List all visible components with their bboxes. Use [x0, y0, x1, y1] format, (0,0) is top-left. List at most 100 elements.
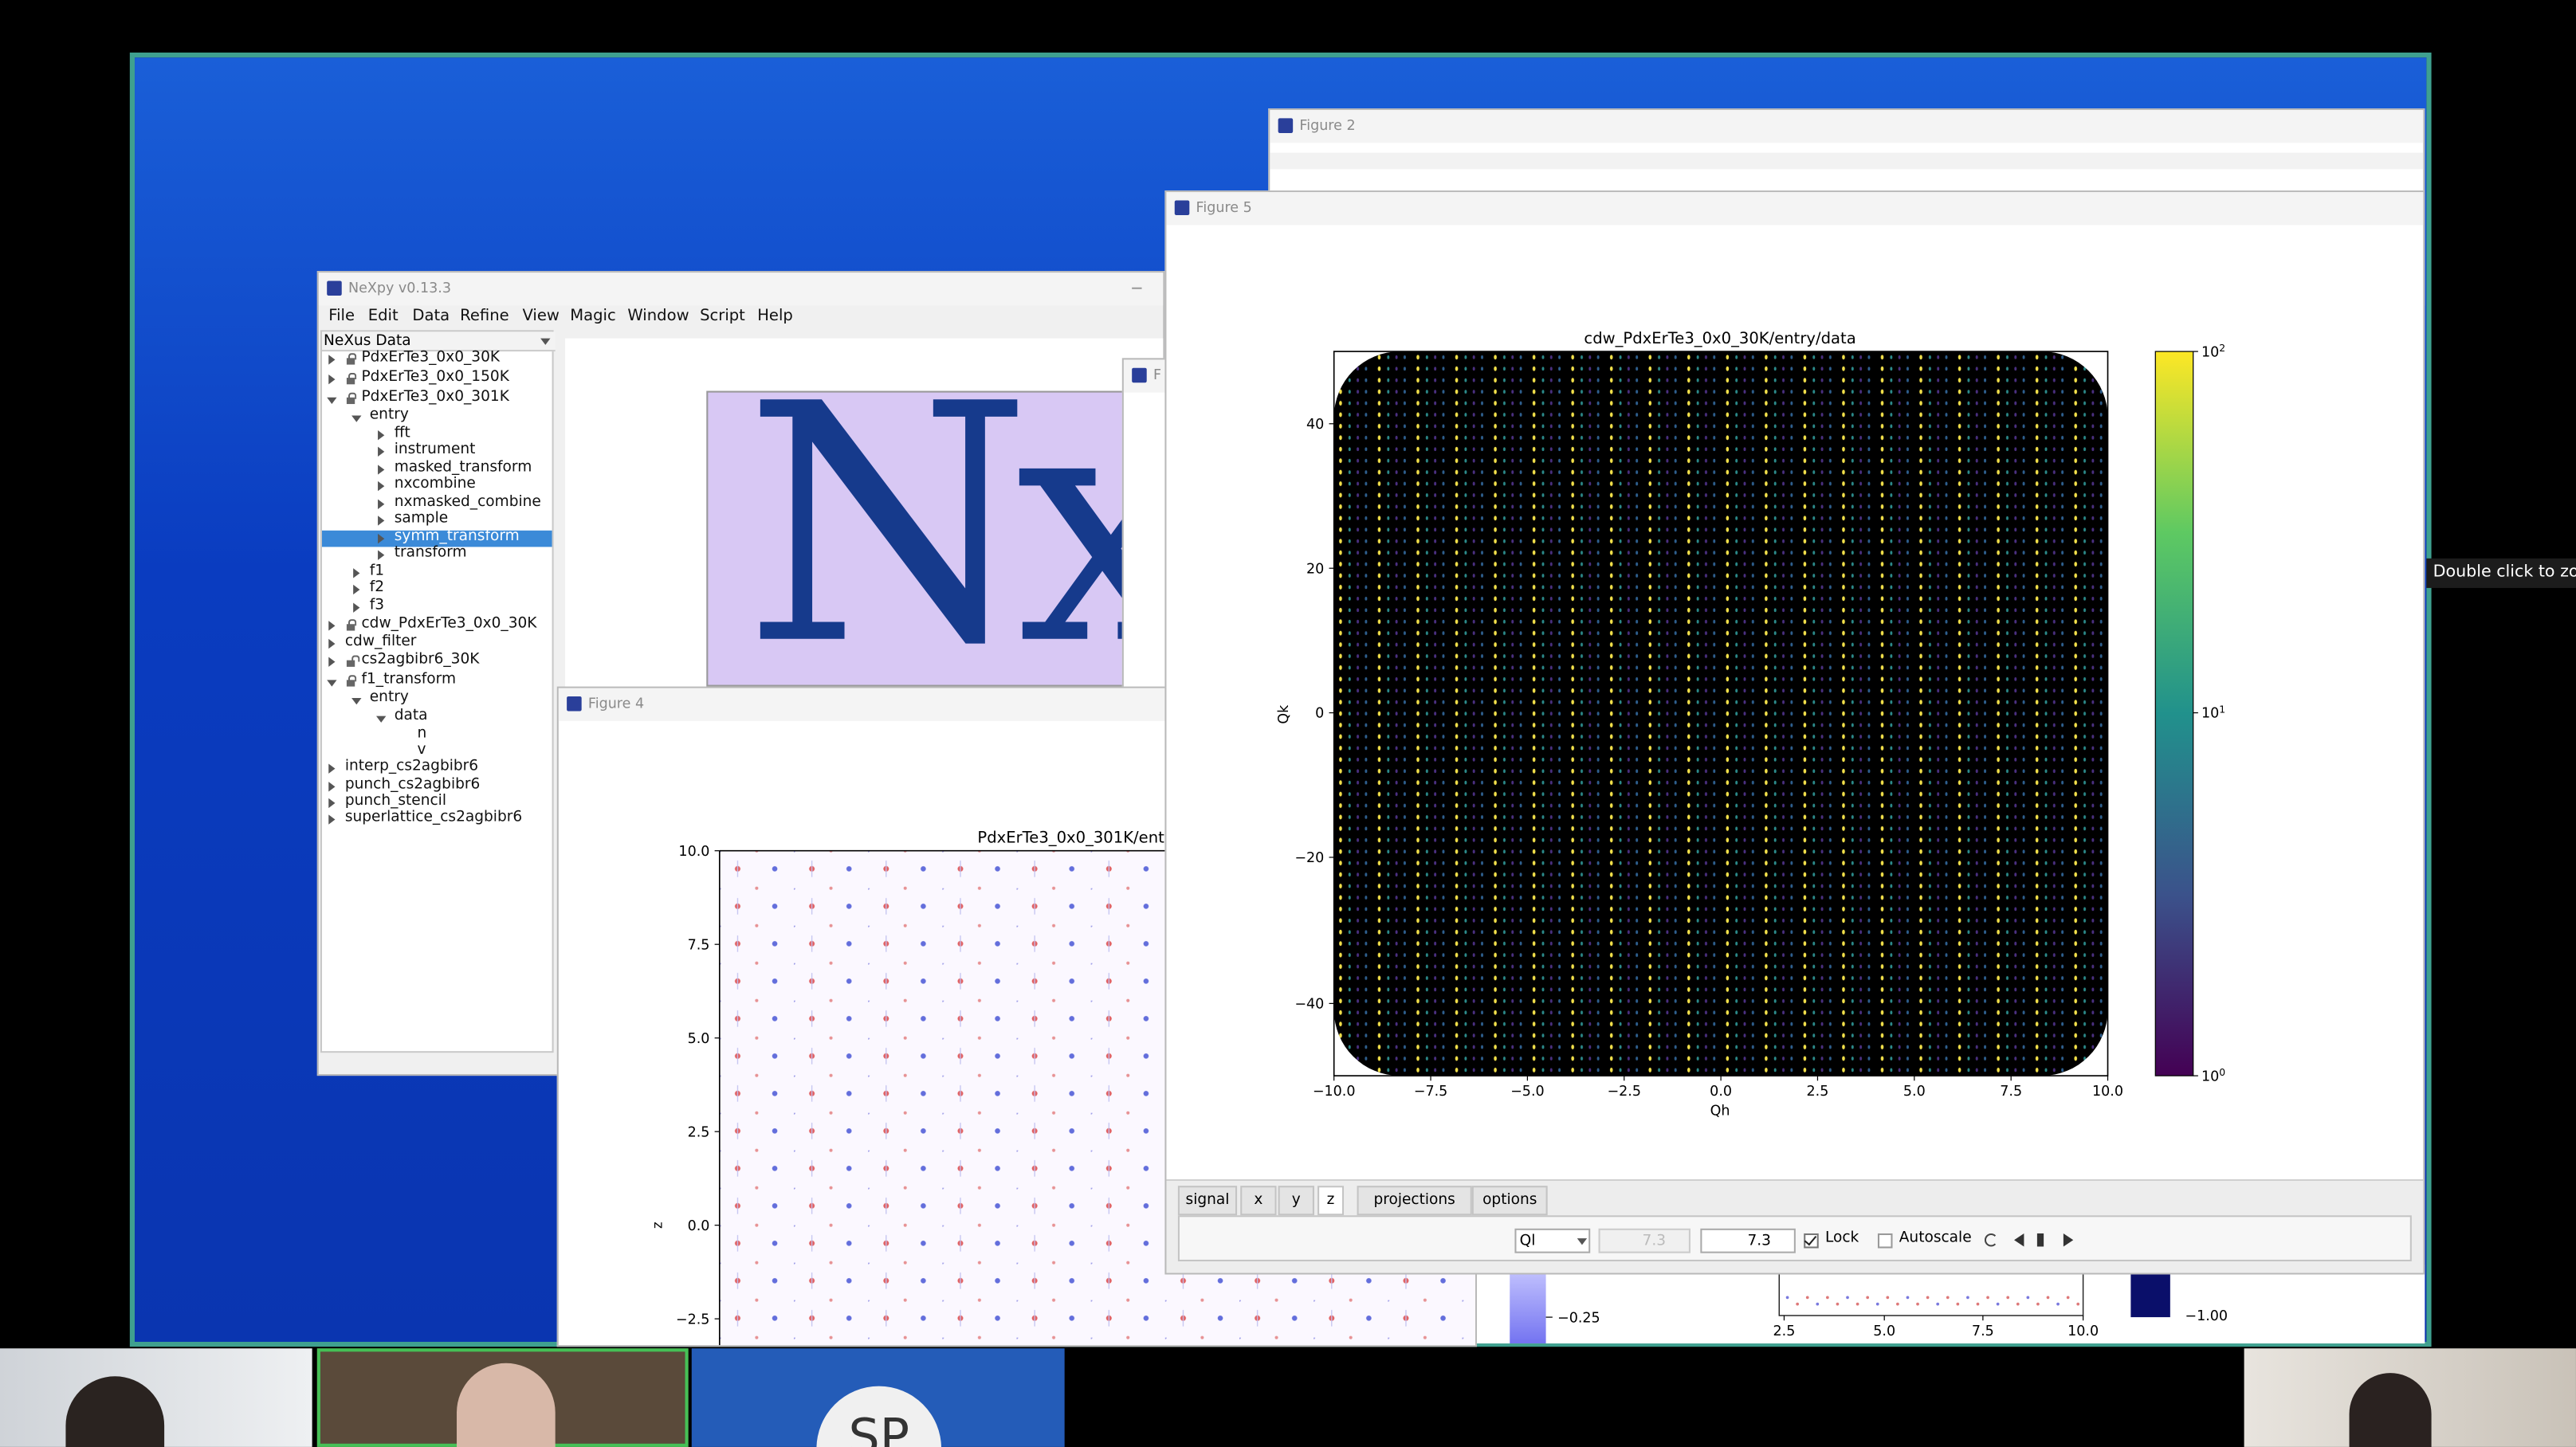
expand-arrow[interactable]	[378, 480, 385, 492]
tree-item[interactable]: entry	[369, 407, 409, 424]
tree-item[interactable]: PdxErTe3_0x0_301K	[361, 389, 509, 406]
menu-item[interactable]: Edit	[367, 307, 399, 326]
autoscale-checkbox[interactable]	[1877, 1233, 1893, 1249]
lock-checkbox[interactable]	[1804, 1233, 1819, 1249]
tree-item[interactable]: entry	[369, 689, 409, 707]
tab[interactable]: projections	[1357, 1186, 1472, 1216]
expand-arrow[interactable]	[378, 465, 385, 475]
lock-shackle	[348, 392, 357, 399]
tree-item[interactable]: cs2agbibr6_30K	[361, 652, 480, 669]
tree-item[interactable]: nxmasked_combine	[394, 494, 541, 512]
expand-arrow[interactable]	[378, 516, 385, 526]
expand-arrow[interactable]	[378, 446, 385, 457]
back-button[interactable]	[2014, 1233, 2024, 1247]
lock-shackle	[348, 372, 357, 380]
spot	[1886, 1296, 1890, 1300]
expand-arrow[interactable]	[378, 550, 385, 560]
expand-arrow[interactable]	[328, 374, 336, 385]
menu-item[interactable]: Refine	[460, 307, 509, 326]
tree-item[interactable]: punch_stencil	[344, 793, 447, 810]
expand-arrow[interactable]	[328, 355, 336, 365]
y-tick-label: 7.5	[688, 937, 710, 953]
spot	[2036, 1302, 2040, 1306]
spot	[1866, 1296, 1870, 1300]
spot	[1906, 1296, 1910, 1300]
logo-text: Nx	[744, 390, 1132, 687]
tree-header[interactable]: NeXus Data	[321, 331, 556, 352]
menu-item[interactable]: Window	[627, 307, 689, 326]
tab[interactable]: y	[1278, 1186, 1314, 1216]
tree-item[interactable]: f1_transform	[361, 672, 457, 688]
menu-item[interactable]: Help	[757, 307, 793, 326]
expand-arrow[interactable]	[328, 763, 336, 774]
window-title: Figure 4	[587, 696, 645, 713]
tree-item[interactable]: fft	[394, 425, 410, 442]
exponent: 1	[2219, 704, 2225, 716]
expand-arrow[interactable]	[328, 657, 336, 667]
tree-item[interactable]: n	[417, 726, 427, 743]
menu-item[interactable]: View	[522, 307, 560, 326]
tab[interactable]: signal	[1177, 1186, 1238, 1216]
window-title: F	[1153, 367, 1162, 385]
tree-item[interactable]: PdxErTe3_0x0_30K	[361, 350, 501, 367]
expand-arrow[interactable]	[353, 584, 360, 595]
play-button[interactable]	[2063, 1233, 2074, 1247]
plot-title: cdw_PdxErTe3_0x0_30K/entry/data	[1584, 329, 1855, 347]
tree-item[interactable]: symm_transform	[394, 528, 520, 546]
tree-item[interactable]: sample	[394, 511, 449, 527]
tab[interactable]: z	[1317, 1186, 1345, 1216]
menu-item[interactable]: Script	[700, 307, 745, 326]
collapse-arrow[interactable]	[351, 698, 362, 705]
collapse-arrow[interactable]	[376, 716, 387, 723]
x-tick-label: 10.0	[2092, 1084, 2123, 1100]
lock-shackle	[351, 655, 360, 662]
collapse-arrow[interactable]	[327, 397, 337, 405]
y-tick-label: 5.0	[688, 1031, 710, 1047]
tab[interactable]: x	[1240, 1186, 1277, 1216]
tree-item[interactable]: f2	[369, 579, 385, 597]
tree-item[interactable]: instrument	[394, 441, 476, 459]
plot-title: PdxErTe3_0x0_301K/ent	[977, 828, 1164, 846]
menu-item[interactable]: Data	[412, 307, 450, 326]
menu-item[interactable]: File	[328, 307, 355, 326]
expand-arrow[interactable]	[378, 533, 385, 544]
max-spinbox[interactable]: 7.3	[1700, 1228, 1796, 1253]
tree-item[interactable]: data	[394, 708, 428, 724]
minimize[interactable]	[1132, 287, 1142, 289]
expand-arrow[interactable]	[378, 430, 385, 441]
tree-item[interactable]: PdxErTe3_0x0_150K	[361, 369, 509, 386]
tree-item[interactable]: transform	[394, 545, 467, 562]
tree-item[interactable]: cdw_filter	[344, 633, 417, 651]
tree-item[interactable]: v	[417, 742, 426, 759]
tree-panel: NeXus Data PdxErTe3_0x0_30K PdxErTe3_0x0_1…	[320, 330, 556, 1053]
tree-item[interactable]: superlattice_cs2agbibr6	[344, 810, 523, 826]
expand-arrow[interactable]	[328, 798, 336, 809]
expand-arrow[interactable]	[353, 602, 360, 613]
pause-button[interactable]	[2036, 1233, 2044, 1247]
tree-item[interactable]: f3	[369, 598, 385, 614]
expand-arrow[interactable]	[328, 638, 336, 649]
tree-item[interactable]: cdw_PdxErTe3_0x0_30K	[361, 615, 537, 633]
min-spinbox[interactable]: 7.3	[1598, 1228, 1690, 1253]
tree-item[interactable]: f1	[369, 563, 385, 580]
expand-arrow[interactable]	[378, 499, 385, 509]
spot	[1896, 1302, 1899, 1306]
tree-item[interactable]: masked_transform	[394, 460, 532, 476]
title-bar: Figure 2	[1270, 110, 2424, 143]
tree-item[interactable]: nxcombine	[394, 476, 476, 493]
tree-item[interactable]: punch_cs2agbibr6	[344, 776, 481, 794]
refresh-button[interactable]	[1984, 1233, 1998, 1247]
expand-arrow[interactable]	[353, 568, 360, 578]
lock-shackle	[348, 353, 357, 360]
menu-item[interactable]: Magic	[570, 307, 616, 326]
canvas: cdw_PdxErTe3_0x0_30K/entry/data Qh Qk −10.0…	[1276, 329, 2225, 1120]
collapse-arrow[interactable]	[327, 680, 337, 687]
expand-arrow[interactable]	[328, 621, 336, 631]
tree-item[interactable]: interp_cs2agbibr6	[344, 759, 479, 775]
autoscale-label: Autoscale	[1899, 1229, 1972, 1247]
collapse-arrow[interactable]	[351, 415, 362, 422]
tab[interactable]: options	[1471, 1186, 1548, 1216]
expand-arrow[interactable]	[328, 814, 336, 825]
expand-arrow[interactable]	[328, 782, 336, 792]
